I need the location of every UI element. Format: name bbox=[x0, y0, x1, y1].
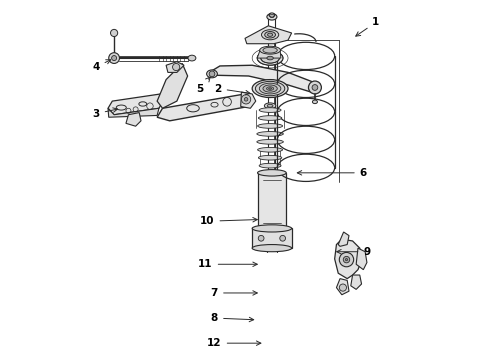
Text: 3: 3 bbox=[93, 108, 118, 119]
Polygon shape bbox=[108, 94, 163, 115]
Ellipse shape bbox=[258, 116, 282, 120]
Ellipse shape bbox=[263, 47, 277, 53]
Ellipse shape bbox=[252, 80, 288, 98]
Circle shape bbox=[309, 81, 321, 94]
Circle shape bbox=[258, 235, 264, 241]
Circle shape bbox=[242, 95, 251, 104]
Ellipse shape bbox=[263, 85, 277, 92]
Circle shape bbox=[112, 55, 117, 60]
Text: 7: 7 bbox=[211, 288, 257, 298]
Ellipse shape bbox=[267, 87, 274, 90]
Polygon shape bbox=[335, 239, 362, 279]
Ellipse shape bbox=[269, 13, 275, 17]
Text: 11: 11 bbox=[198, 259, 257, 269]
Polygon shape bbox=[351, 275, 362, 289]
Ellipse shape bbox=[258, 123, 283, 128]
Ellipse shape bbox=[258, 156, 282, 160]
Ellipse shape bbox=[255, 81, 285, 96]
Polygon shape bbox=[258, 173, 286, 230]
Ellipse shape bbox=[267, 56, 273, 60]
Text: 10: 10 bbox=[200, 216, 257, 226]
Ellipse shape bbox=[313, 100, 318, 104]
Text: 6: 6 bbox=[297, 168, 367, 178]
Text: 1: 1 bbox=[356, 17, 380, 36]
Circle shape bbox=[245, 98, 248, 101]
Ellipse shape bbox=[262, 30, 279, 40]
Circle shape bbox=[172, 63, 180, 71]
Ellipse shape bbox=[207, 70, 218, 78]
Ellipse shape bbox=[257, 131, 283, 136]
Polygon shape bbox=[108, 108, 159, 117]
Circle shape bbox=[343, 256, 350, 263]
Circle shape bbox=[345, 258, 347, 261]
Polygon shape bbox=[252, 228, 292, 248]
Ellipse shape bbox=[259, 108, 281, 112]
Text: 2: 2 bbox=[215, 84, 250, 95]
Polygon shape bbox=[356, 248, 367, 270]
Ellipse shape bbox=[188, 55, 196, 61]
Polygon shape bbox=[245, 26, 292, 44]
Circle shape bbox=[339, 284, 346, 291]
Ellipse shape bbox=[257, 140, 283, 144]
Polygon shape bbox=[166, 62, 184, 72]
Polygon shape bbox=[338, 232, 349, 246]
Polygon shape bbox=[257, 50, 281, 58]
Ellipse shape bbox=[260, 46, 280, 54]
Ellipse shape bbox=[258, 227, 286, 233]
Polygon shape bbox=[126, 113, 141, 126]
Text: 8: 8 bbox=[211, 313, 254, 323]
Ellipse shape bbox=[267, 14, 277, 20]
Circle shape bbox=[312, 85, 318, 90]
Polygon shape bbox=[337, 279, 349, 295]
Text: 4: 4 bbox=[93, 60, 111, 72]
Circle shape bbox=[280, 235, 286, 241]
Ellipse shape bbox=[259, 163, 281, 168]
Text: 9: 9 bbox=[337, 247, 370, 257]
Ellipse shape bbox=[259, 83, 281, 94]
Ellipse shape bbox=[258, 148, 283, 152]
Circle shape bbox=[109, 53, 120, 63]
Ellipse shape bbox=[265, 103, 276, 109]
Ellipse shape bbox=[252, 225, 292, 232]
Ellipse shape bbox=[268, 33, 272, 36]
Text: 5: 5 bbox=[196, 77, 210, 94]
Circle shape bbox=[111, 30, 118, 37]
Polygon shape bbox=[157, 63, 188, 108]
Ellipse shape bbox=[257, 51, 283, 65]
Polygon shape bbox=[241, 92, 256, 108]
Ellipse shape bbox=[261, 53, 279, 63]
Polygon shape bbox=[157, 94, 252, 121]
Circle shape bbox=[209, 71, 215, 77]
Ellipse shape bbox=[265, 32, 275, 38]
Ellipse shape bbox=[258, 170, 286, 176]
Ellipse shape bbox=[269, 88, 271, 89]
Circle shape bbox=[339, 252, 354, 267]
Ellipse shape bbox=[252, 244, 292, 252]
Polygon shape bbox=[209, 65, 317, 92]
Ellipse shape bbox=[267, 104, 273, 107]
Text: 12: 12 bbox=[207, 338, 261, 348]
